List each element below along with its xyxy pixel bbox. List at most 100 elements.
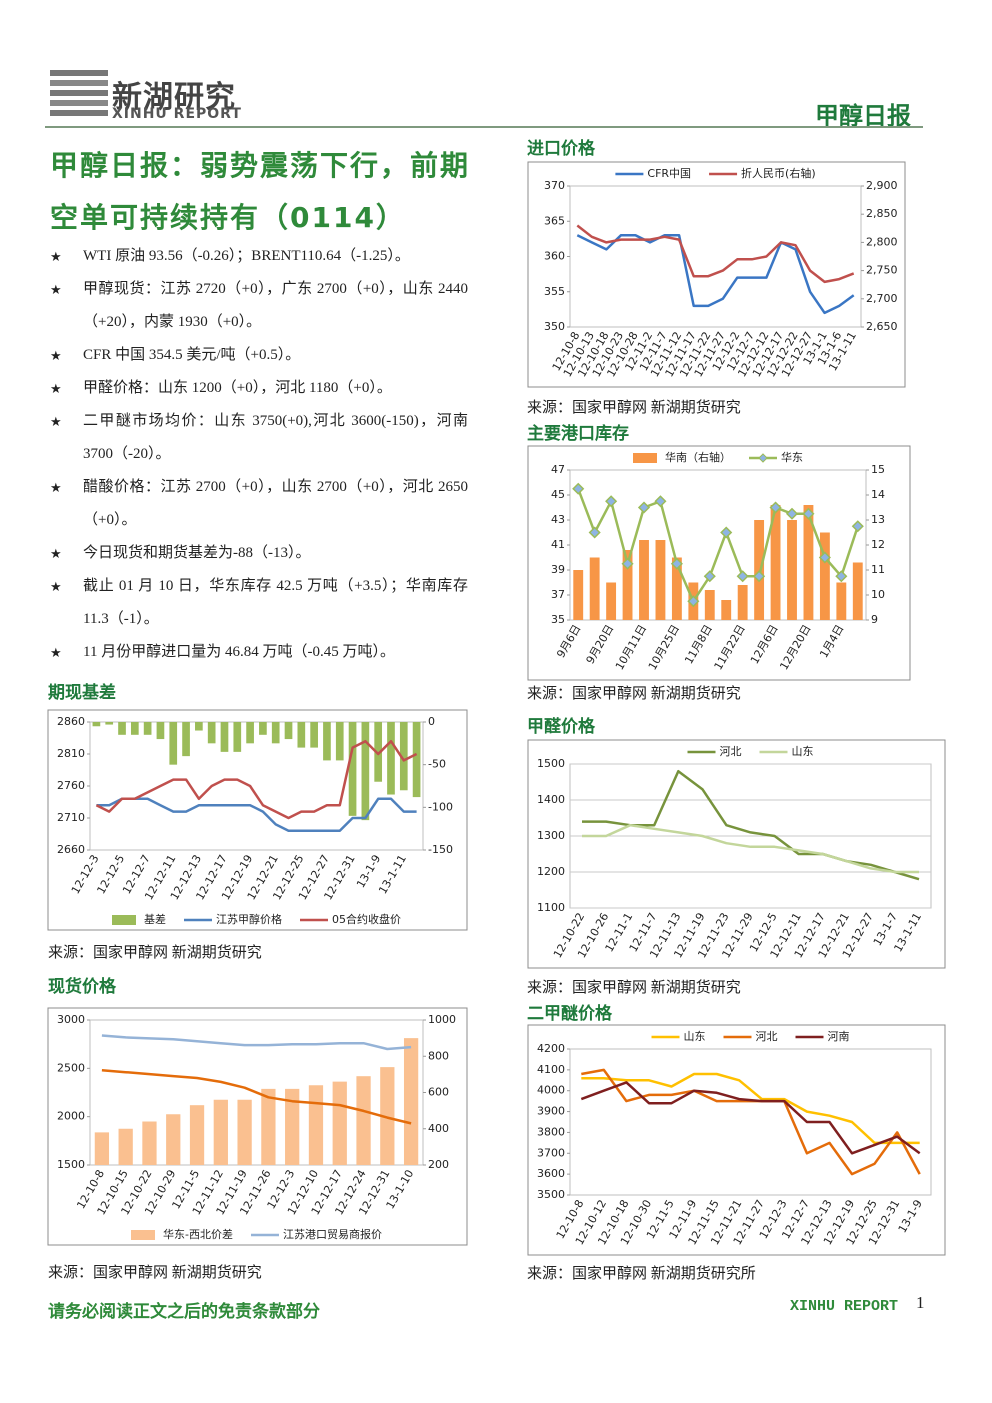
point-marker [851,520,864,533]
y-tick-label: 1100 [537,901,565,914]
y2-tick-label: 200 [428,1158,449,1171]
bar [589,557,600,620]
bar [271,722,280,744]
bar [94,1132,110,1165]
page-number: 1 [916,1293,925,1312]
y-tick-label: 1400 [537,793,565,806]
bar [606,582,617,620]
point-marker [621,557,634,570]
point-marker [720,526,733,539]
y-tick-label: 2000 [57,1110,85,1123]
y-tick-label: 355 [544,285,565,298]
y-tick-label: 43 [551,513,565,526]
y2-tick-label: 1000 [428,1013,456,1026]
bar [819,532,830,620]
y-tick-label: 3800 [537,1125,565,1138]
point-marker [835,570,848,583]
bar [310,722,318,748]
legend-swatch [633,453,657,463]
y2-tick-label: -150 [428,843,453,856]
legend-label: 05合约收盘价 [332,912,401,926]
bar [297,722,306,748]
chart-frame [527,739,946,969]
legend: 华东-西北价差 江苏港口贸易商报价 [131,1227,382,1241]
header-rule [45,126,923,128]
legend: CFR中国 折人民币(右轴) [615,166,816,180]
legend: 基差 江苏甲醇价格 05合约收盘价 [112,912,401,926]
y-tick-label: 3900 [537,1105,565,1118]
bar [142,1121,157,1165]
y-tick-label: 365 [544,214,565,227]
y-tick-label: 39 [551,563,565,576]
bullet-item: CFR 中国 354.5 美元/吨（+0.5）。 [50,339,468,372]
bar [704,590,715,620]
y2-tick-label: 2,850 [866,207,898,220]
point-marker [736,570,749,583]
y2-tick-label: 800 [428,1049,449,1062]
bar [721,600,732,620]
point-marker [785,507,799,520]
source-note: 来源：国家甲醇网 新湖期货研究 [527,980,741,996]
legend-label: 江苏甲醇价格 [216,912,282,926]
y-tick-label: 37 [551,588,565,601]
y-tick-label: 3500 [537,1188,565,1201]
point-marker [605,495,618,508]
legend-label: 华东 [781,450,803,464]
bar [335,722,344,761]
y2-tick-label: 14 [871,488,885,501]
bar [655,540,666,620]
bar [399,722,408,791]
source-note: 来源：国家甲醇网 新湖期货研究 [48,1265,262,1281]
logo-subtext: XINHU REPORT [112,106,242,122]
y-tick-label: 45 [551,488,565,501]
line-series [101,1034,412,1051]
y2-tick-label: 2,650 [866,320,898,333]
bar [803,505,814,620]
bar [118,722,126,735]
bar [246,722,254,744]
line-series [576,234,855,315]
y2-tick-label: 0 [428,715,435,728]
legend-label: 华南（右轴） [665,450,731,464]
chart-frame [527,1024,946,1256]
y2-tick-label: -100 [428,800,453,813]
bar [118,1128,133,1165]
bar [770,505,781,620]
y2-tick-label: 2,750 [866,264,898,277]
section-heading: 主要港口库存 [527,424,629,444]
bar [836,582,847,620]
y-tick-label: 350 [544,320,565,333]
bullet-item: 醋酸价格：江苏 2700（+0），山东 2700（+0），河北 2650（+0）… [50,471,468,537]
legend-marker [758,453,768,463]
legend-label: 基差 [144,912,166,926]
point-marker [753,570,766,583]
bar [356,1076,371,1165]
legend-label: 华东-西北价差 [163,1227,233,1241]
bar [403,1038,419,1165]
bullet-item: 11 月份甲醇进口量为 46.84 万吨（-0.45 万吨）。 [50,636,468,669]
point-marker [654,495,667,508]
y-tick-label: 370 [544,179,565,192]
y-tick-label: 2500 [57,1061,85,1074]
y-tick-label: 47 [551,463,565,476]
bar [220,722,229,752]
bar [412,722,421,798]
bar [380,1067,395,1165]
y-tick-label: 4200 [537,1042,565,1055]
plot-area [569,1048,932,1196]
line-series [96,797,417,833]
y-tick-label: 2760 [57,779,85,792]
point-marker [687,595,700,608]
bar [259,722,267,735]
bar [182,722,190,757]
y-tick-label: 3600 [537,1167,565,1180]
bar [189,1105,205,1165]
source-note: 来源：国家甲醇网 新湖期货研究 [527,400,741,416]
y2-tick-label: 12 [871,538,885,551]
bar [332,1081,347,1165]
point-marker [572,482,585,495]
chart-frame [47,709,468,931]
source-note: 来源：国家甲醇网 新湖期货研究所 [527,1266,756,1282]
